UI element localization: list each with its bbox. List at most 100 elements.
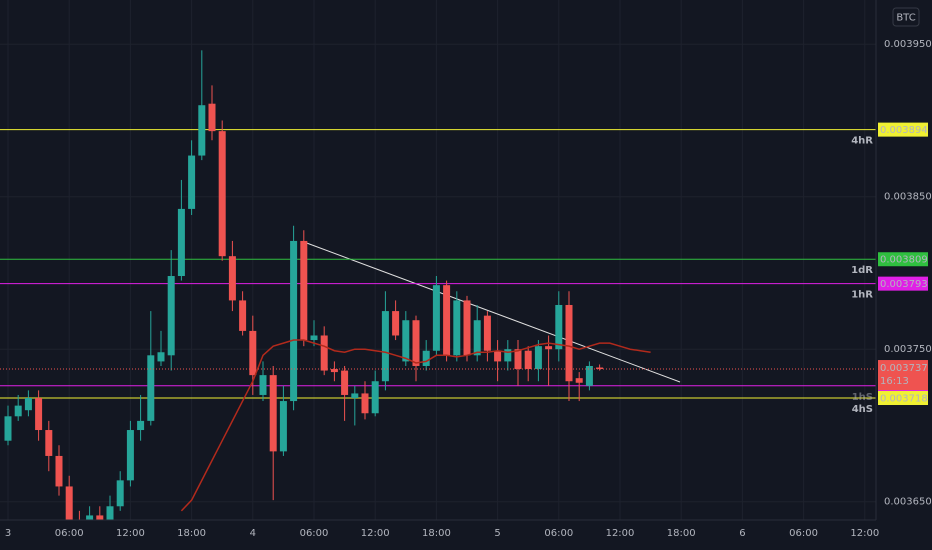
candle-body — [55, 455, 63, 487]
candle-body — [575, 378, 583, 383]
level-price-box — [878, 276, 928, 291]
candle-body — [341, 370, 349, 395]
level-name: 4hR — [851, 136, 873, 147]
y-tick-label: 0.003750 — [884, 344, 932, 355]
candle-body — [14, 405, 22, 417]
candle-body — [177, 208, 185, 277]
candle-body — [4, 416, 12, 441]
level-price-label: 0.003894 — [880, 125, 928, 136]
y-tick-label: 0.003850 — [884, 192, 932, 203]
candle-body — [45, 430, 53, 456]
candle-body — [208, 103, 216, 132]
candle-body — [371, 381, 379, 414]
candle-body — [106, 506, 114, 520]
level-price-box — [878, 122, 928, 137]
candle-body — [24, 398, 32, 411]
candle-body — [218, 131, 226, 257]
level-name: 1hR — [851, 290, 873, 301]
candle-body — [494, 350, 502, 362]
candle-body — [167, 276, 175, 356]
candle-body — [188, 155, 196, 209]
candle-body — [300, 240, 308, 341]
x-tick-label: 06:00 — [544, 528, 573, 539]
candle-body — [330, 369, 338, 373]
candle-body — [381, 311, 389, 382]
candle-body — [361, 393, 369, 414]
candle-body — [524, 350, 532, 370]
candle-body — [443, 285, 451, 356]
candle-body — [320, 335, 328, 371]
x-tick-label: 4 — [250, 528, 256, 539]
x-tick-label: 3 — [5, 528, 11, 539]
candle-body — [279, 401, 287, 452]
candle-body — [86, 515, 94, 520]
x-tick-label: 12:00 — [850, 528, 879, 539]
level-price-label: 0.003718 — [880, 394, 928, 405]
candle-body — [392, 311, 400, 336]
level-name: 1dR — [851, 265, 873, 276]
candle-body — [116, 480, 124, 507]
x-tick-label: 6 — [739, 528, 745, 539]
candle-body — [504, 349, 512, 362]
candle-body — [351, 393, 359, 399]
candle-body — [432, 285, 440, 351]
candle-body — [157, 352, 165, 362]
y-tick-label: 0.003950 — [884, 39, 932, 50]
countdown-label: 16:13 — [880, 376, 909, 387]
x-tick-label: 06:00 — [55, 528, 84, 539]
y-tick-label: 0.003650 — [884, 497, 932, 508]
trend-line — [303, 241, 681, 383]
candle-body — [259, 375, 267, 395]
x-tick-label: 12:00 — [116, 528, 145, 539]
moving-average — [180, 339, 651, 512]
currency-badge[interactable] — [892, 7, 920, 27]
candle-body — [198, 105, 206, 156]
candle-body — [534, 346, 542, 370]
candle-body — [35, 398, 43, 431]
candle-body — [545, 346, 553, 350]
candle-body — [596, 367, 604, 370]
level-name: 4hS — [852, 404, 873, 415]
candle-body — [137, 420, 145, 431]
currency-label: BTC — [896, 13, 915, 24]
candle-body — [228, 256, 236, 301]
candle-body — [514, 349, 522, 370]
candle-body — [483, 315, 491, 351]
current-price-label: 0.003737 — [880, 363, 928, 374]
candle-body — [65, 486, 73, 520]
candle-body — [412, 320, 420, 366]
candle-body — [310, 335, 318, 341]
candle-body — [269, 375, 277, 452]
candle-body — [249, 330, 257, 376]
candle-body — [585, 365, 593, 386]
x-tick-label: 18:00 — [177, 528, 206, 539]
candle-body — [463, 300, 471, 356]
x-tick-label: 18:00 — [422, 528, 451, 539]
x-tick-label: 06:00 — [789, 528, 818, 539]
grid — [0, 0, 876, 520]
candle-body — [239, 300, 247, 331]
level-price-box — [878, 252, 928, 267]
x-tick-label: 12:00 — [361, 528, 390, 539]
candle-body — [290, 240, 298, 402]
candle-body — [422, 350, 430, 366]
current-price-box — [878, 360, 928, 391]
level-price-box — [878, 391, 928, 406]
plot-area — [0, 50, 876, 520]
level-price-label: 0.003793 — [880, 279, 928, 290]
candle-body — [96, 515, 104, 520]
candle-body — [453, 300, 461, 356]
x-tick-label: 06:00 — [300, 528, 329, 539]
x-tick-label: 12:00 — [606, 528, 635, 539]
x-tick-label: 18:00 — [667, 528, 696, 539]
candle-body — [402, 320, 410, 362]
candle-body — [565, 304, 573, 382]
candle-body — [555, 304, 563, 350]
candle-body — [147, 355, 155, 421]
candle-body — [126, 430, 134, 481]
axes: 0.003950 0.003850 0.003750 0.003650 3 06:00 12… — [5, 39, 932, 539]
candle-body — [473, 320, 481, 356]
